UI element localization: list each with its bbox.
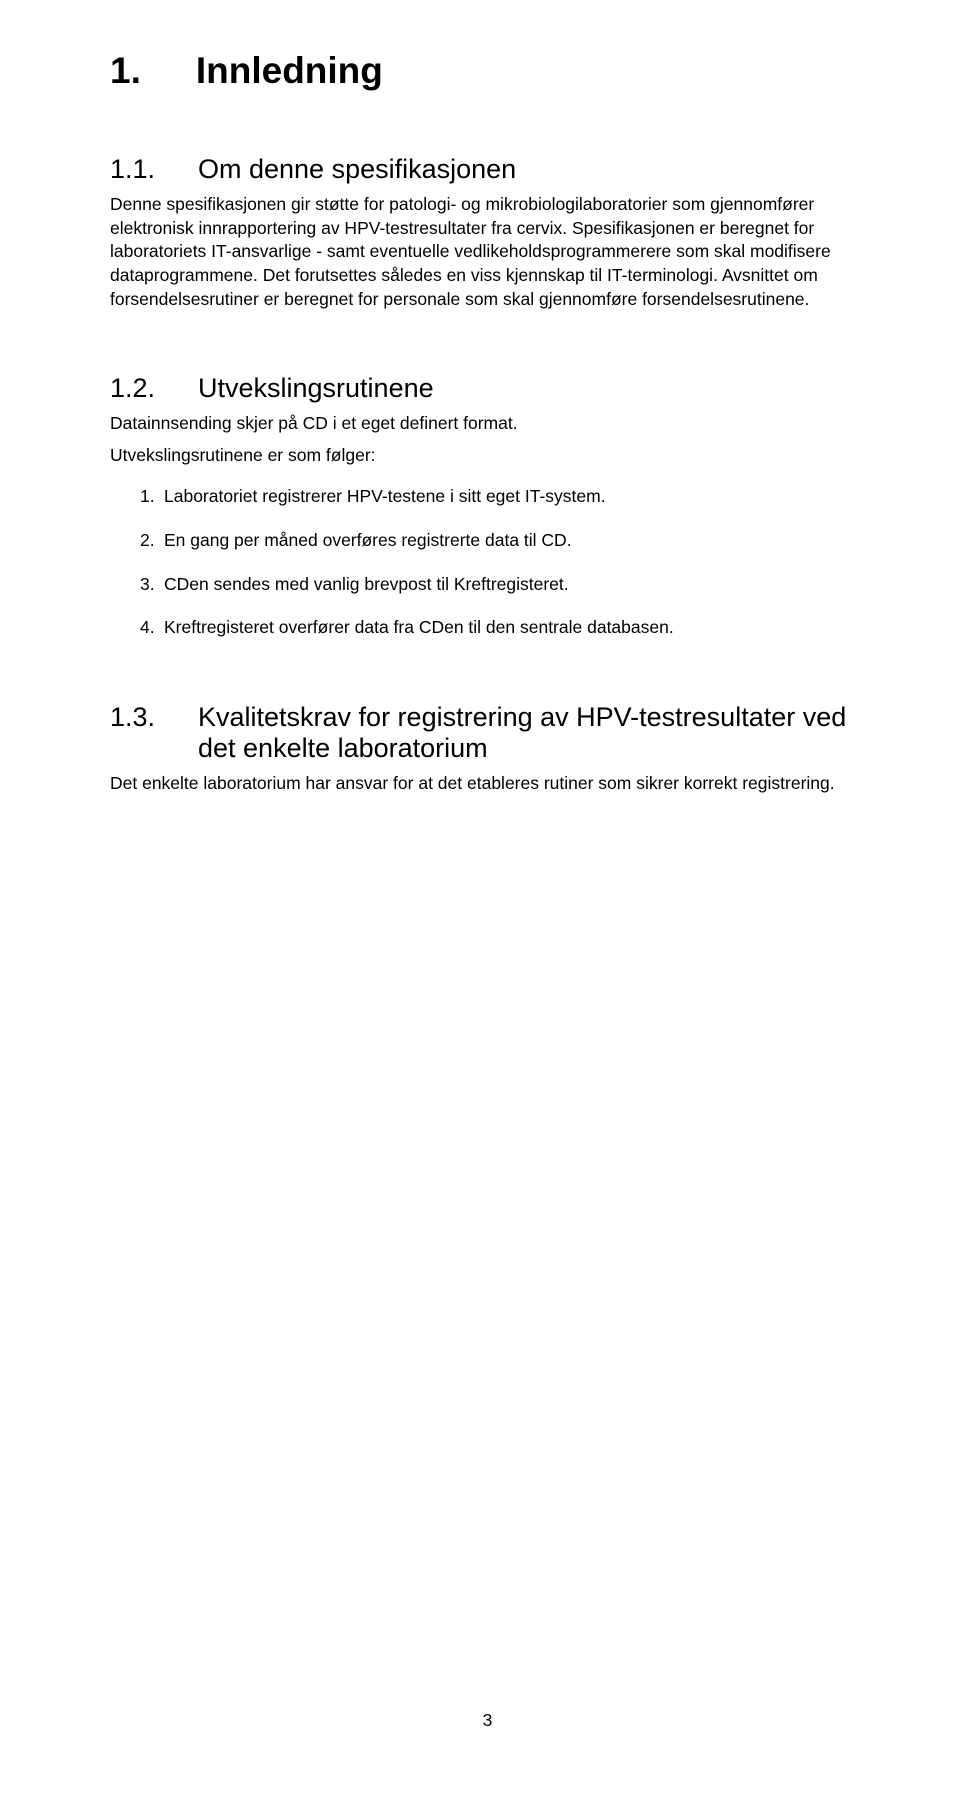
paragraph-1-3: Det enkelte laboratorium har ansvar for … (110, 772, 865, 796)
list-item-text: Kreftregisteret overfører data fra CDen … (164, 616, 674, 640)
heading-number: 1. (110, 50, 141, 92)
list-item-text: En gang per måned overføres registrerte … (164, 529, 572, 553)
heading-section-1: 1. Innledning (110, 50, 865, 92)
list-item-number: 3. (140, 573, 164, 597)
heading-section-1-3: 1.3. Kvalitetskrav for registrering av H… (110, 702, 865, 764)
heading-number: 1.1. (110, 154, 198, 185)
heading-number: 1.2. (110, 373, 198, 404)
list-item-text: CDen sendes med vanlig brevpost til Kref… (164, 573, 569, 597)
page-number: 3 (483, 1710, 493, 1731)
list-item-number: 4. (140, 616, 164, 640)
list-item: 1. Laboratoriet registrerer HPV-testene … (140, 485, 865, 509)
list-item: 3. CDen sendes med vanlig brevpost til K… (140, 573, 865, 597)
ordered-list-1-2: 1. Laboratoriet registrerer HPV-testene … (140, 485, 865, 640)
heading-title: Kvalitetskrav for registrering av HPV-te… (198, 702, 865, 764)
heading-title: Utvekslingsrutinene (198, 373, 434, 404)
paragraph-1-1: Denne spesifikasjonen gir støtte for pat… (110, 193, 865, 311)
list-item-text: Laboratoriet registrerer HPV-testene i s… (164, 485, 606, 509)
heading-title: Innledning (196, 50, 383, 91)
heading-number: 1.3. (110, 702, 198, 764)
heading-title: Om denne spesifikasjonen (198, 154, 516, 185)
list-item: 4. Kreftregisteret overfører data fra CD… (140, 616, 865, 640)
list-item-number: 1. (140, 485, 164, 509)
heading-section-1-1: 1.1. Om denne spesifikasjonen (110, 154, 865, 185)
list-item: 2. En gang per måned overføres registrer… (140, 529, 865, 553)
heading-section-1-2: 1.2. Utvekslingsrutinene (110, 373, 865, 404)
paragraph-1-2-intro2: Utvekslingsrutinene er som følger: (110, 444, 865, 468)
list-item-number: 2. (140, 529, 164, 553)
paragraph-1-2-intro1: Datainnsending skjer på CD i et eget def… (110, 412, 865, 436)
